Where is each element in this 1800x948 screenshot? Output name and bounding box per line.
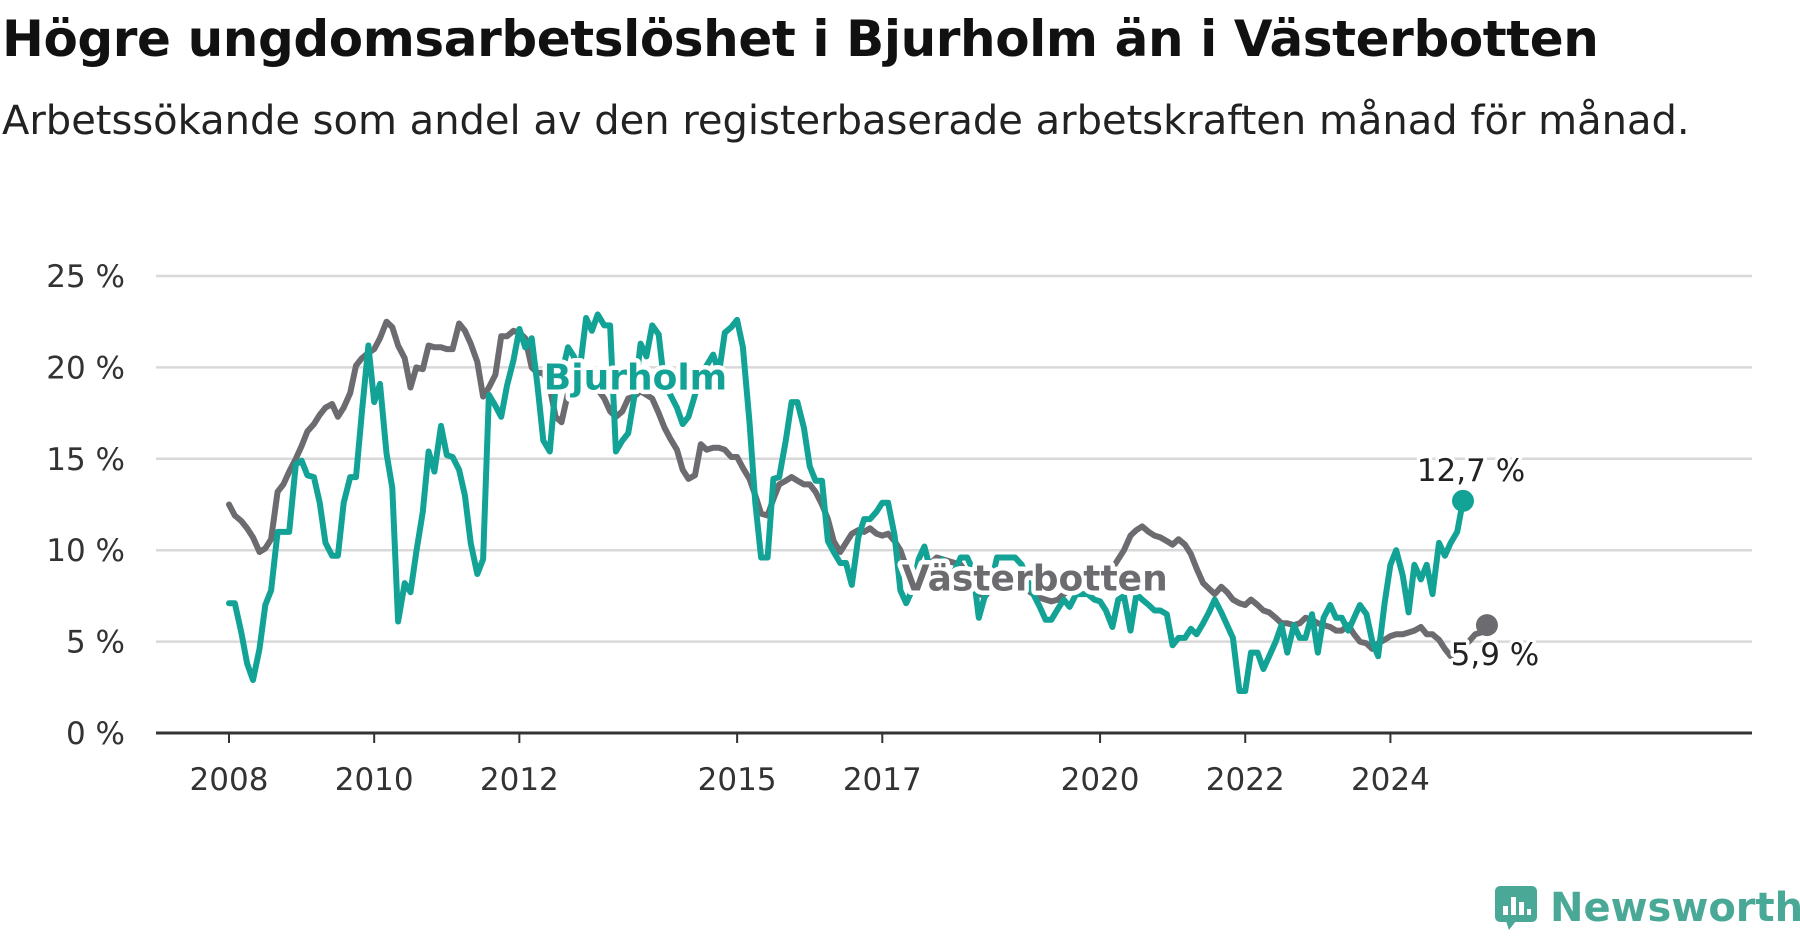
x-tick-label: 2017	[843, 762, 922, 798]
x-axis-ticks: 2008 2010 2012 2015 2017 2020 2022 2024	[190, 733, 1430, 798]
x-tick-label: 2020	[1061, 762, 1140, 798]
x-tick-label: 2022	[1206, 762, 1285, 798]
end-value-label-vsterbotten: 5,9 %	[1451, 637, 1540, 673]
y-tick-label: 10 %	[46, 533, 125, 569]
chart-title: Högre ungdomsarbetslöshet i Bjurholm än …	[2, 10, 1599, 68]
y-tick-label: 25 %	[46, 259, 125, 295]
series-line-vsterbotten	[226, 318, 1490, 660]
series-line-bjurholm	[226, 311, 1466, 694]
x-tick-label: 2008	[190, 762, 269, 798]
series-label-vsterbotten: Västerbotten	[902, 558, 1168, 599]
newsworthy-logo-icon	[1495, 886, 1537, 930]
newsworthy-logo: Newsworthy	[1492, 884, 1800, 932]
x-tick-label: 2012	[480, 762, 559, 798]
x-tick-label: 2010	[335, 762, 414, 798]
y-tick-label: 15 %	[46, 442, 125, 478]
x-tick-label: 2015	[698, 762, 777, 798]
y-tick-label: 20 %	[46, 350, 125, 386]
end-point-bjurholm	[1452, 489, 1474, 512]
end-label-halo: 12,7 %	[1417, 453, 1525, 489]
series-label-halo: Västerbotten	[902, 558, 1168, 599]
brand-name: Newsworthy	[1550, 885, 1800, 931]
end-point-vsterbotten	[1475, 614, 1498, 637]
series-lines	[226, 311, 1498, 694]
end-value-label-bjurholm: 12,7 %	[1417, 453, 1525, 489]
end-label-halo: 5,9 %	[1451, 637, 1540, 673]
x-tick-label: 2024	[1351, 762, 1430, 798]
series-label-halo: Bjurholm	[544, 357, 727, 398]
series-label-bjurholm: Bjurholm	[544, 357, 727, 398]
y-tick-label: 0 %	[66, 716, 125, 752]
chart-subtitle: Arbetssökande som andel av den registerb…	[2, 98, 1690, 144]
y-tick-label: 5 %	[66, 625, 125, 661]
y-axis-ticks: 0 % 5 % 10 % 15 % 20 % 25 %	[46, 259, 125, 752]
